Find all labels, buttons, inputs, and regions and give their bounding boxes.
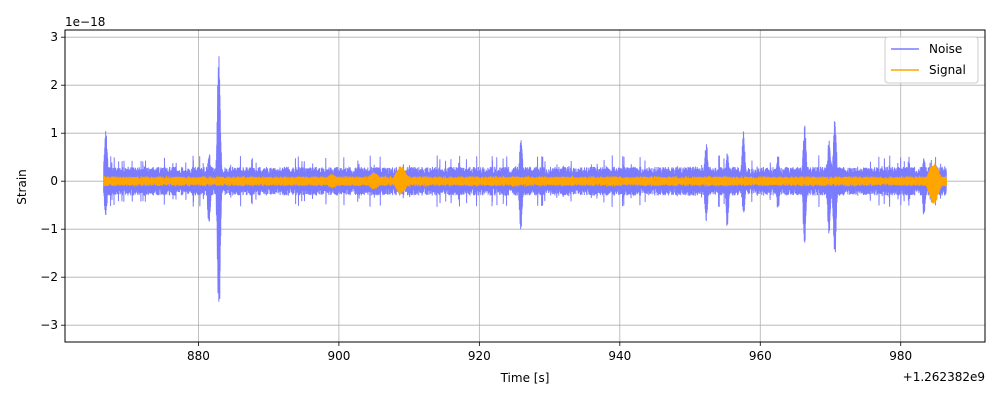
x-offset-label: +1.262382e9: [903, 370, 985, 384]
signal-series-line: [103, 162, 948, 204]
series-layer: [103, 56, 948, 302]
y-axis-label: Strain: [15, 169, 29, 205]
y-tick-label: 3: [50, 30, 58, 44]
x-axis-ticks: 880 900 920 940 960 980: [187, 342, 912, 363]
legend: Noise Signal: [884, 36, 979, 84]
y-tick-label: −3: [40, 318, 58, 332]
x-tick-label: 880: [187, 349, 210, 363]
x-tick-label: 940: [608, 349, 631, 363]
plot-frame: [64, 29, 986, 343]
x-tick-label: 960: [749, 349, 772, 363]
y-tick-label: 2: [50, 78, 58, 92]
x-axis-label: Time [s]: [500, 371, 550, 385]
legend-entry-label: Noise: [929, 42, 962, 56]
y-axis-ticks: −3 −2 −1 0 1 2 3: [40, 30, 65, 332]
y-tick-label: 0: [50, 174, 58, 188]
x-tick-label: 900: [327, 349, 350, 363]
y-tick-label: −1: [40, 222, 58, 236]
x-tick-label: 980: [889, 349, 912, 363]
y-scale-label: 1e−18: [65, 15, 105, 29]
x-tick-label: 920: [468, 349, 491, 363]
legend-entry-label: Signal: [929, 63, 966, 77]
y-tick-label: 1: [50, 126, 58, 140]
y-tick-label: −2: [40, 270, 58, 284]
